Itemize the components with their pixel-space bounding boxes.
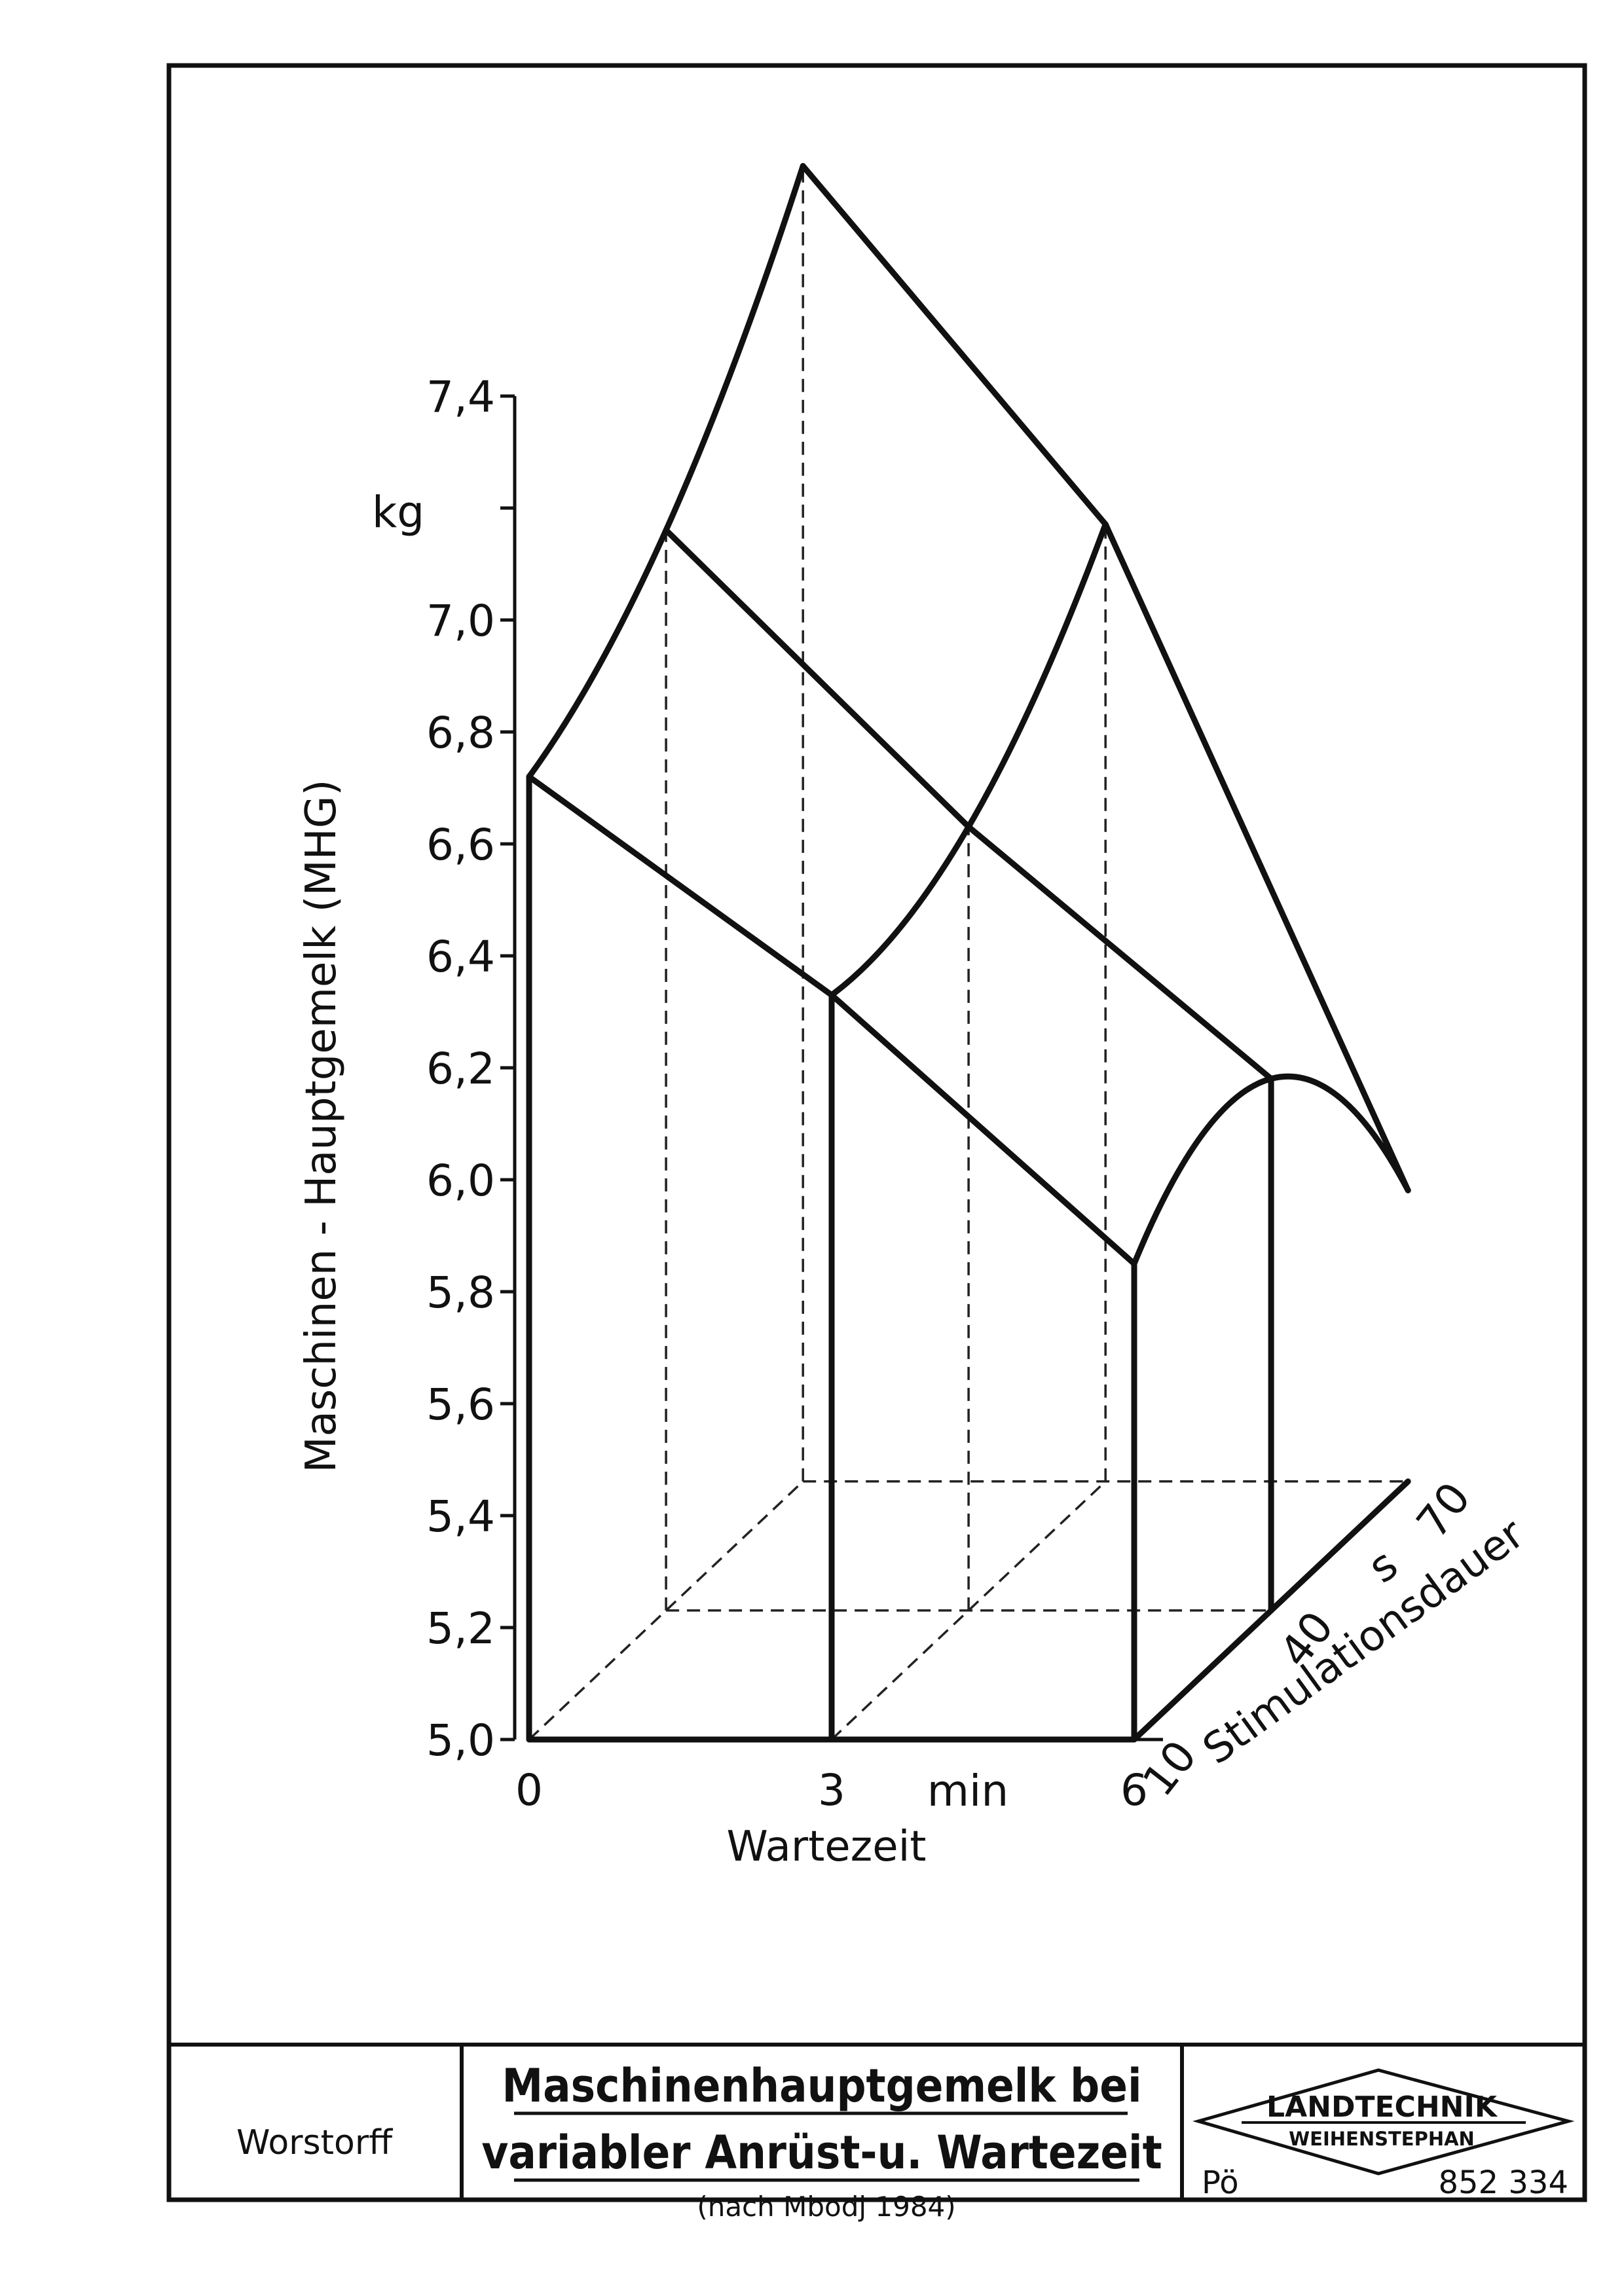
surface-curve-0min bbox=[526, 163, 806, 780]
surface-curve-6min bbox=[1131, 1073, 1411, 1267]
doc-code-right: 852 334 bbox=[1439, 2164, 1569, 2201]
y-tick-label: 5,2 bbox=[426, 1603, 495, 1654]
y-tick-label: 6,2 bbox=[426, 1044, 495, 1094]
hidden-edges bbox=[528, 166, 1409, 1741]
logo-diamond bbox=[1192, 2068, 1575, 2176]
tick-labels: 5,05,25,45,65,86,06,26,46,66,87,07,40 3 61… bbox=[426, 372, 1481, 1815]
footer-title-line2: variabler Anrüst-u. Wartezeit bbox=[481, 2126, 1162, 2179]
x-tick-label: 3 bbox=[818, 1765, 845, 1815]
y-tick-label: 5,4 bbox=[426, 1491, 495, 1542]
y-axis-unit: kg bbox=[372, 487, 424, 538]
x-axis-unit: min bbox=[927, 1766, 1008, 1816]
logo-weihenstephan: WEIHENSTEPHAN bbox=[1289, 2128, 1475, 2150]
doc-code-left: Pö bbox=[1202, 2164, 1239, 2201]
surface-curves bbox=[526, 163, 1411, 1743]
y-axis-title: Maschinen - Hauptgemelk (MHG) bbox=[297, 780, 346, 1473]
y-tick-label: 5,8 bbox=[426, 1267, 495, 1318]
logo-landtechnik: LANDTECHNIK bbox=[1266, 2090, 1498, 2124]
footer-source-note: (nach Mbodj 1984) bbox=[697, 2191, 955, 2223]
x-tick-label: 6 bbox=[1120, 1765, 1148, 1815]
y-tick-label: 5,6 bbox=[426, 1379, 495, 1430]
y-tick-label: 6,6 bbox=[426, 820, 495, 870]
footer-title-line1: Maschinenhauptgemelk bei bbox=[502, 2059, 1141, 2113]
y-tick-label: 5,0 bbox=[426, 1715, 495, 1766]
y-tick-label: 7,0 bbox=[426, 596, 495, 646]
y-tick-label: 6,0 bbox=[426, 1156, 495, 1206]
y-tick-label: 6,8 bbox=[426, 708, 495, 758]
outer-frame bbox=[166, 63, 1587, 2202]
x-axis-title: Wartezeit bbox=[726, 1823, 926, 1871]
footer-author: Worstorff bbox=[236, 2123, 393, 2162]
y-tick-label: 6,4 bbox=[426, 932, 495, 982]
z-axis-unit: s bbox=[1359, 1539, 1407, 1594]
surface-curve-3min bbox=[828, 521, 1109, 998]
y-tick-label: 7,4 bbox=[426, 372, 495, 422]
x-tick-label: 0 bbox=[515, 1765, 543, 1815]
